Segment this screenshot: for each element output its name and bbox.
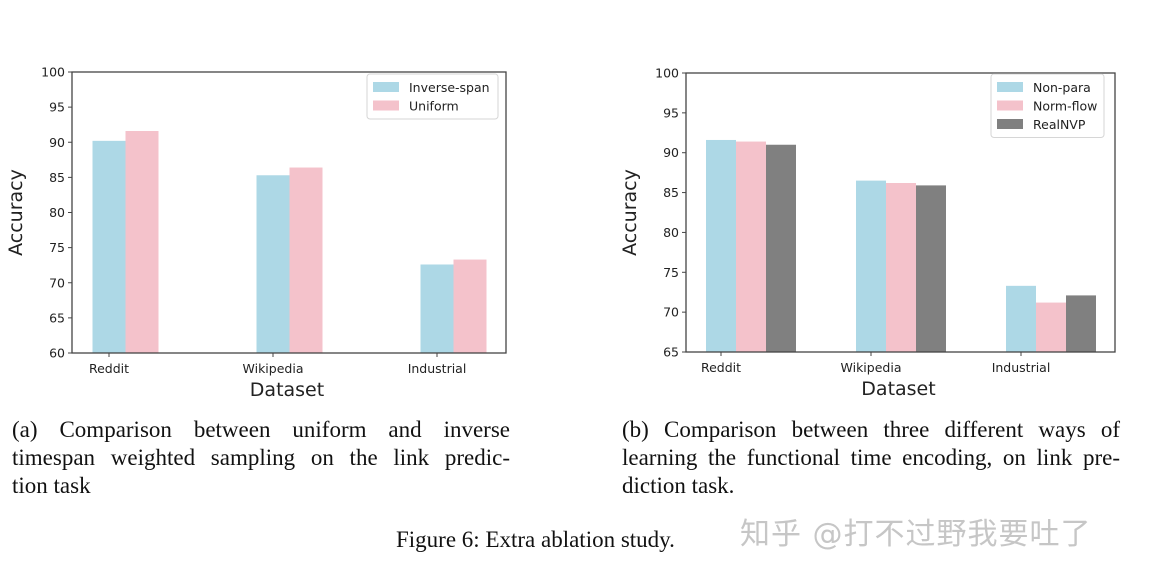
bar-norm-flow-industrial [1036, 302, 1066, 352]
x-axis-title: Dataset [861, 378, 935, 400]
caption-b: (b) Comparison between three different w… [622, 416, 1120, 500]
y-axis-title: Accuracy [619, 169, 641, 256]
bar-realnvp-industrial [1066, 295, 1096, 352]
legend-swatch [373, 82, 399, 92]
y-tick-label: 65 [663, 345, 679, 360]
y-tick-label: 80 [663, 225, 679, 240]
chart-b-canvas: 65 70 75 80 85 90 95 100 Reddit Wikipedia Industri… [619, 66, 1116, 400]
caption-a-line: timespan weighted sampling on the link p… [12, 445, 510, 470]
bar-inverse-span-industrial [420, 264, 454, 353]
y-tick-label: 90 [49, 135, 65, 150]
bar-norm-flow-wikipedia [886, 183, 916, 352]
x-tick-label: Industrial [992, 360, 1051, 375]
y-tick-label: 80 [49, 205, 65, 220]
y-tick-label: 70 [49, 275, 65, 290]
y-tick-label: 70 [663, 305, 679, 320]
caption-b-line: (b) Comparison between three different w… [622, 417, 1120, 442]
y-axis-title: Accuracy [5, 169, 27, 256]
y-tick-label: 100 [41, 65, 65, 80]
bar-realnvp-reddit [766, 144, 796, 352]
bar-norm-flow-reddit [736, 141, 766, 352]
legend-label: Non-para [1033, 80, 1091, 95]
chart-a: 60 65 70 75 80 85 90 95 100 Reddit Wikipedia Indust… [0, 0, 560, 410]
bar-realnvp-wikipedia [916, 185, 946, 352]
figure-title: Figure 6: Extra ablation study. [396, 527, 675, 552]
chart-b: 65 70 75 80 85 90 95 100 Reddit Wikipedia Industri… [619, 66, 1116, 400]
y-tick-label: 100 [655, 66, 679, 81]
caption-a-line: (a) Comparison between uniform and inver… [12, 417, 510, 442]
watermark: 知乎 @打不过野我要吐了 [740, 517, 1092, 552]
bar-inverse-span-reddit [92, 140, 126, 353]
legend-label: Inverse-span [409, 80, 490, 95]
y-tick-label: 65 [49, 310, 65, 325]
y-tick-label: 95 [663, 105, 679, 120]
legend-swatch [997, 82, 1023, 92]
caption-b-line: diction task. [622, 473, 735, 498]
legend-swatch [997, 119, 1023, 129]
y-tick-label: 85 [49, 170, 65, 185]
legend-swatch [373, 100, 399, 111]
x-tick-label: Reddit [89, 361, 129, 376]
bar-non-para-reddit [706, 139, 736, 352]
bar-non-para-industrial [1006, 285, 1036, 352]
legend-swatch [997, 100, 1023, 111]
y-tick-label: 85 [663, 185, 679, 200]
x-axis-title: Dataset [250, 379, 324, 401]
bar-uniform-industrial [453, 259, 487, 353]
legend-label: RealNVP [1033, 117, 1086, 132]
legend-label: Norm-flow [1033, 99, 1097, 114]
y-tick-label: 90 [663, 145, 679, 160]
bar-uniform-reddit [125, 131, 159, 353]
plot-frame [685, 72, 1116, 353]
caption-a-line: tion task [12, 473, 91, 498]
legend-label: Uniform [409, 99, 459, 114]
x-tick-label: Industrial [408, 361, 467, 376]
legend-box [366, 73, 499, 120]
y-tick-label: 75 [663, 265, 679, 280]
bar-inverse-span-wikipedia [256, 175, 290, 353]
bar-non-para-wikipedia [856, 180, 886, 352]
x-tick-label: Wikipedia [243, 361, 304, 376]
chart-a-canvas: 60 65 70 75 80 85 90 95 100 Reddit Wikipedia Indust… [5, 65, 507, 401]
y-tick-label: 75 [49, 240, 65, 255]
caption-a: (a) Comparison between uniform and inver… [12, 416, 510, 500]
x-tick-label: Wikipedia [841, 360, 902, 375]
bar-uniform-wikipedia [289, 167, 323, 353]
x-tick-label: Reddit [701, 360, 741, 375]
caption-b-line: learning the functional time encoding, o… [622, 445, 1120, 470]
y-tick-label: 95 [49, 100, 65, 115]
y-tick-label: 60 [49, 346, 65, 361]
